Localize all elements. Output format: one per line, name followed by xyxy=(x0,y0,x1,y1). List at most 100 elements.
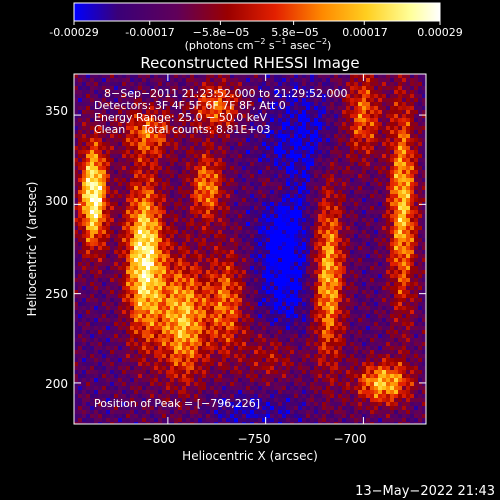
heatmap-cell xyxy=(410,102,414,106)
heatmap-cell xyxy=(386,118,390,122)
heatmap-cell xyxy=(378,194,382,198)
heatmap-cell xyxy=(294,238,298,242)
heatmap-cell xyxy=(242,182,246,186)
heatmap-cell xyxy=(134,282,138,286)
heatmap-cell xyxy=(174,290,178,294)
heatmap-cell xyxy=(90,270,94,274)
heatmap-cell xyxy=(322,266,326,270)
heatmap-cell xyxy=(386,266,390,270)
heatmap-cell xyxy=(310,238,314,242)
heatmap-cell xyxy=(390,162,394,166)
heatmap-cell xyxy=(86,202,90,206)
heatmap-cell xyxy=(162,274,166,278)
heatmap-cell xyxy=(114,158,118,162)
heatmap-cell xyxy=(282,150,286,154)
heatmap-cell xyxy=(354,294,358,298)
heatmap-cell xyxy=(158,278,162,282)
heatmap-cell xyxy=(194,126,198,130)
heatmap-cell xyxy=(142,234,146,238)
heatmap-cell xyxy=(418,242,422,246)
heatmap-cell xyxy=(410,150,414,154)
heatmap-cell xyxy=(310,154,314,158)
heatmap-cell xyxy=(334,194,338,198)
heatmap-cell xyxy=(422,146,426,150)
heatmap-cell xyxy=(394,270,398,274)
heatmap-cell xyxy=(90,102,94,106)
heatmap-cell xyxy=(286,166,290,170)
heatmap-cell xyxy=(98,238,102,242)
heatmap-cell xyxy=(94,142,98,146)
heatmap-cell xyxy=(98,250,102,254)
heatmap-cell xyxy=(146,126,150,130)
heatmap-cell xyxy=(238,226,242,230)
heatmap-cell xyxy=(230,262,234,266)
heatmap-cell xyxy=(266,294,270,298)
heatmap-cell xyxy=(346,254,350,258)
heatmap-cell xyxy=(242,226,246,230)
heatmap-cell xyxy=(354,98,358,102)
heatmap-cell xyxy=(254,234,258,238)
heatmap-cell xyxy=(74,246,78,250)
heatmap-cell xyxy=(406,210,410,214)
heatmap-cell xyxy=(222,234,226,238)
heatmap-cell xyxy=(270,206,274,210)
heatmap-cell xyxy=(282,258,286,262)
heatmap-cell xyxy=(326,274,330,278)
heatmap-cell xyxy=(354,234,358,238)
heatmap-cell xyxy=(98,298,102,302)
heatmap-cell xyxy=(190,218,194,222)
heatmap-cell xyxy=(74,198,78,202)
heatmap-cell xyxy=(346,134,350,138)
heatmap-cell xyxy=(346,222,350,226)
heatmap-cell xyxy=(286,182,290,186)
heatmap-cell xyxy=(410,74,414,78)
heatmap-cell xyxy=(422,266,426,270)
heatmap-cell xyxy=(194,122,198,126)
heatmap-cell xyxy=(222,226,226,230)
heatmap-cell xyxy=(410,226,414,230)
heatmap-cell xyxy=(326,286,330,290)
heatmap-cell xyxy=(374,258,378,262)
heatmap-cell xyxy=(406,78,410,82)
heatmap-cell xyxy=(338,146,342,150)
heatmap-cell xyxy=(374,154,378,158)
heatmap-cell xyxy=(114,78,118,82)
heatmap-cell xyxy=(138,262,142,266)
heatmap-cell xyxy=(122,250,126,254)
heatmap-cell xyxy=(282,94,286,98)
heatmap-cell xyxy=(134,90,138,94)
heatmap-cell xyxy=(234,246,238,250)
heatmap-cell xyxy=(82,94,86,98)
colorbar-tick-label: 0.00017 xyxy=(342,26,388,39)
heatmap-cell xyxy=(78,254,82,258)
heatmap-cell xyxy=(374,210,378,214)
heatmap-cell xyxy=(274,146,278,150)
heatmap-cell xyxy=(154,254,158,258)
heatmap-cell xyxy=(214,102,218,106)
heatmap-cell xyxy=(226,206,230,210)
heatmap-cell xyxy=(250,134,254,138)
heatmap-cell xyxy=(174,282,178,286)
heatmap-cell xyxy=(198,262,202,266)
heatmap-cell xyxy=(178,74,182,78)
heatmap-cell xyxy=(230,294,234,298)
heatmap-cell xyxy=(370,110,374,114)
heatmap-cell xyxy=(294,282,298,286)
heatmap-cell xyxy=(386,206,390,210)
heatmap-cell xyxy=(326,122,330,126)
heatmap-cell xyxy=(222,294,226,298)
heatmap-cell xyxy=(330,114,334,118)
heatmap-cell xyxy=(342,138,346,142)
heatmap-cell xyxy=(310,198,314,202)
heatmap-cell xyxy=(318,266,322,270)
heatmap-cell xyxy=(94,154,98,158)
heatmap-cell xyxy=(222,170,226,174)
heatmap-cell xyxy=(226,110,230,114)
heatmap-cell xyxy=(354,94,358,98)
heatmap-cell xyxy=(162,162,166,166)
heatmap-cell xyxy=(246,98,250,102)
heatmap-cell xyxy=(306,282,310,286)
heatmap-cell xyxy=(310,182,314,186)
heatmap-cell xyxy=(370,198,374,202)
heatmap-cell xyxy=(254,286,258,290)
